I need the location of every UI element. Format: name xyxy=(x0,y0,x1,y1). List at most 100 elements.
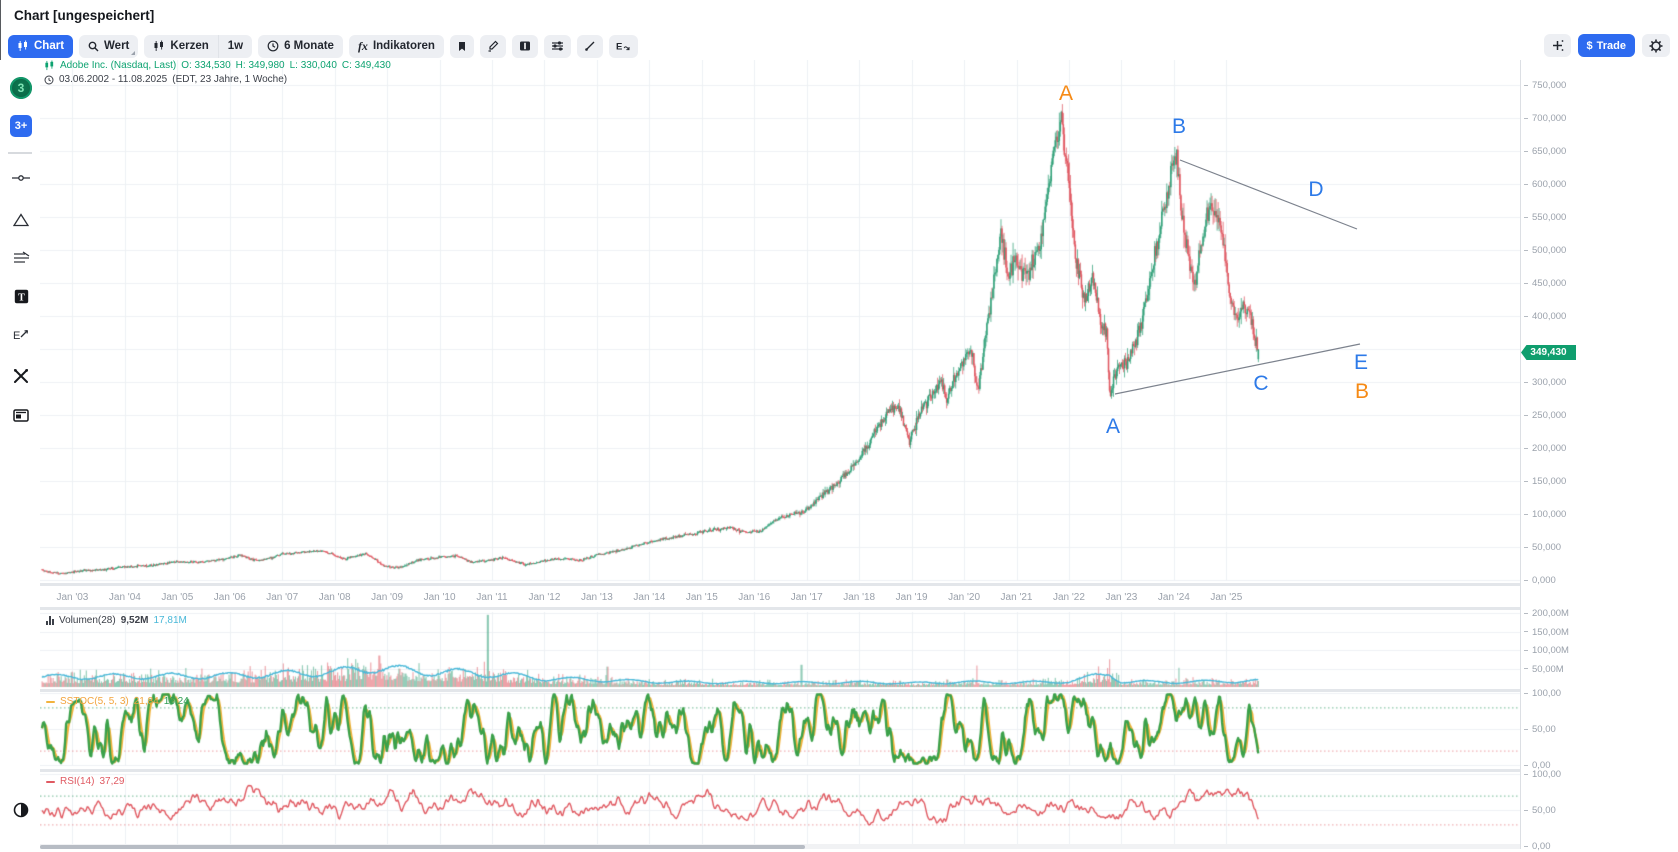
date-meta: (EDT, 23 Jahre, 1 Woche) xyxy=(172,74,288,85)
date-tick-label: Jan '10 xyxy=(423,592,456,603)
page-title: Chart [ungespeichert] xyxy=(14,8,155,23)
elliott-label-a[interactable]: A xyxy=(1105,415,1121,438)
stock3-plus-button[interactable]: 3+ xyxy=(9,114,33,138)
candle-style-label: Kerzen xyxy=(170,40,209,52)
ohlc-close: C: 349,430 xyxy=(341,60,391,71)
panel-separator[interactable] xyxy=(40,689,1520,692)
fx-icon: fx xyxy=(357,38,368,53)
date-tick-label: Jan '17 xyxy=(790,592,823,603)
elliott-label-c[interactable]: C xyxy=(1253,372,1269,395)
axis-tick-label: 50,000 xyxy=(1524,542,1561,553)
stock3-logo-icon: 3 xyxy=(10,77,32,99)
date-tick-label: Jan '24 xyxy=(1157,592,1190,603)
pattern-lines-icon xyxy=(13,251,29,263)
axis-tick-label: 100,000 xyxy=(1524,509,1566,520)
axis-tick-label: 700,000 xyxy=(1524,113,1566,124)
elliott-label-e[interactable]: E xyxy=(1353,351,1369,374)
candle-style-button[interactable]: Kerzen xyxy=(144,35,217,58)
bookmark-icon xyxy=(458,41,465,51)
candlestick-icon xyxy=(154,40,164,51)
layout-icon xyxy=(13,409,29,422)
axis-tick-label: 100,00M xyxy=(1524,645,1569,656)
news-panel-button[interactable] xyxy=(511,34,538,58)
trendline-tool-button[interactable] xyxy=(576,34,603,58)
tools-button[interactable] xyxy=(9,364,33,388)
elliott-label-b[interactable]: B xyxy=(1354,380,1370,403)
axis-tick-label: 250,000 xyxy=(1524,410,1566,421)
price-axis-line xyxy=(1520,60,1521,849)
elliott-label-d[interactable]: D xyxy=(1308,178,1324,201)
ohlc-open: O: 334,530 xyxy=(181,60,231,71)
volume-legend[interactable]: Volumen(28) 9,52M 17,81M xyxy=(46,615,187,626)
date-range: 03.06.2002 - 11.08.2025 xyxy=(59,74,168,85)
date-tick-label: Jan '03 xyxy=(56,592,89,603)
axis-tick-label: 0,000 xyxy=(1524,575,1556,586)
volume-name: Volumen(28) xyxy=(59,615,116,626)
pattern-tool-button[interactable] xyxy=(9,246,33,270)
date-tick-label: Jan '19 xyxy=(895,592,928,603)
theme-toggle-button[interactable] xyxy=(9,798,33,822)
contrast-icon xyxy=(13,802,29,818)
instrument-legend[interactable]: Adobe Inc. (Nasdaq, Last) O: 334,530 H: … xyxy=(44,60,391,71)
panel-separator[interactable] xyxy=(40,607,1520,610)
date-tick-label: Jan '25 xyxy=(1210,592,1243,603)
time-range-button[interactable]: 6 Monate xyxy=(258,34,343,58)
layout-button[interactable] xyxy=(9,404,33,428)
clock-icon xyxy=(44,74,54,85)
panel-separator[interactable] xyxy=(40,769,1520,772)
last-price-badge: 349,430 xyxy=(1521,345,1576,360)
elliott-label-b[interactable]: B xyxy=(1171,115,1187,138)
date-tick-label: Jan '04 xyxy=(108,592,141,603)
bookmark-button[interactable] xyxy=(449,34,474,58)
volume-icon xyxy=(46,616,54,625)
top-right-toolbar: $ Trade xyxy=(1543,34,1670,57)
crossed-tools-icon xyxy=(14,369,28,383)
axis-tick-label: 550,000 xyxy=(1524,212,1566,223)
main-toolbar: Chart Wert Kerzen 1w 6 Monate fx Indikat… xyxy=(8,34,638,58)
settings-button[interactable] xyxy=(1642,34,1670,57)
ohlc-low: L: 330,040 xyxy=(289,60,337,71)
stock3-logo[interactable]: 3 xyxy=(9,76,33,100)
elliott-label-a[interactable]: A xyxy=(1058,82,1074,105)
instrument-search-button[interactable]: Wert xyxy=(79,34,139,58)
measure-tool-button[interactable] xyxy=(9,166,33,190)
crosshair-settings-button[interactable] xyxy=(1543,34,1571,57)
indicators-button[interactable]: fx Indikatoren xyxy=(348,34,444,58)
date-tick-label: Jan '05 xyxy=(161,592,194,603)
date-tick-label: Jan '11 xyxy=(476,592,508,603)
panel-separator[interactable] xyxy=(40,583,1520,586)
chart-canvas[interactable] xyxy=(40,60,1520,849)
axis-tick-label: 600,000 xyxy=(1524,179,1566,190)
axis-tick-label: 50,00M xyxy=(1524,664,1564,675)
search-button-label: Wert xyxy=(104,40,130,52)
chart-type-button[interactable]: Chart xyxy=(8,34,74,58)
axis-tick-label: 450,000 xyxy=(1524,278,1566,289)
axis-tick-label: 750,000 xyxy=(1524,80,1566,91)
interval-button[interactable]: 1w xyxy=(217,34,252,58)
trade-button-label: Trade xyxy=(1596,39,1626,52)
elliott-wave-button[interactable]: E xyxy=(608,34,638,58)
interval-label: 1w xyxy=(227,40,244,52)
brush-icon xyxy=(488,40,499,52)
axis-tick-label: 300,000 xyxy=(1524,377,1566,388)
stoch-d-value: 21,84 xyxy=(133,696,159,707)
rsi-legend[interactable]: RSI(14) 37,29 xyxy=(46,776,124,787)
chart-settings-button[interactable] xyxy=(543,34,571,58)
axis-tick-label: 150,00M xyxy=(1524,627,1569,638)
text-tool-button[interactable]: T xyxy=(9,284,33,308)
stoch-legend[interactable]: SSTOC(5, 5, 3) 21,84 16,24 xyxy=(46,696,189,707)
date-tick-label: Jan '06 xyxy=(213,592,246,603)
rsi-dash-icon xyxy=(46,780,55,783)
drawing-tools-button[interactable] xyxy=(479,34,506,58)
stoch-dash-icon xyxy=(46,700,55,703)
triangle-tool-button[interactable] xyxy=(9,208,33,232)
date-tick-label: Jan '07 xyxy=(266,592,299,603)
date-tick-label: Jan '12 xyxy=(528,592,561,603)
chart-button-label: Chart xyxy=(34,40,65,52)
trendline[interactable] xyxy=(1114,343,1361,395)
horizontal-scrollbar-thumb[interactable] xyxy=(40,845,805,849)
trendline[interactable] xyxy=(1179,159,1358,230)
trade-button[interactable]: $ Trade xyxy=(1577,34,1635,57)
axis-tick-label: 650,000 xyxy=(1524,146,1566,157)
elliott-tool-button[interactable]: E xyxy=(9,322,33,346)
